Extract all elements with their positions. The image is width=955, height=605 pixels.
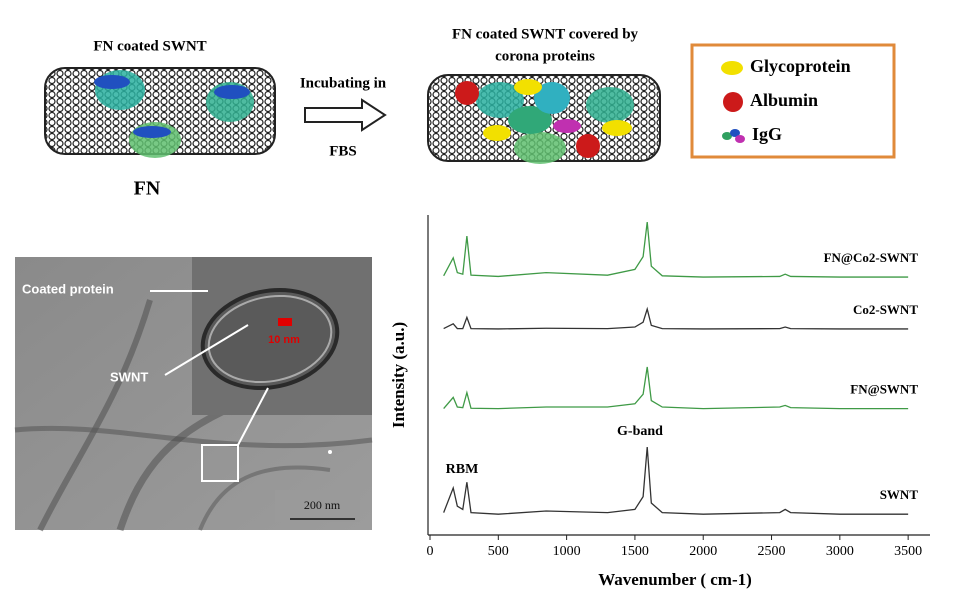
legend-swatch [723,92,743,112]
x-tick-label: 3500 [894,544,922,559]
x-tick-label: 1500 [621,544,649,559]
series-label: FN@Co2-SWNT [824,250,919,265]
x-tick-label: 1000 [553,544,581,559]
scale-bar-label: 200 nm [304,498,341,512]
fn-coated-swnt-illustration [44,67,276,158]
legend-entry: Albumin [750,90,818,110]
series-label: FN@SWNT [850,382,918,397]
arrow-label: Incubating in [300,75,387,91]
spectrum-line [443,306,909,330]
annotation: G-band [617,424,663,439]
left-title: FN coated SWNT [93,38,206,54]
spectrum-line [443,446,909,515]
x-tick-label: 2500 [758,544,786,559]
legend-entry: IgG [752,124,782,144]
micrograph-label: Coated protein [22,281,114,296]
corona-swnt-illustration [427,74,661,164]
y-axis-label: Intensity (a.u.) [389,322,408,428]
right-title: corona proteins [495,48,595,64]
fn-label: FN [134,178,161,200]
spectrum-line [443,366,909,410]
x-axis-label: Wavenumber ( cm-1) [598,570,752,589]
micrograph-label: SWNT [110,369,148,384]
legend-entry: Glycoprotein [750,56,851,76]
tem-image [14,257,373,532]
arrow [304,98,387,132]
x-tick-label: 500 [488,544,509,559]
series-label: Co2-SWNT [853,302,918,317]
right-title: FN coated SWNT covered by [452,26,639,42]
series-label: SWNT [880,487,919,502]
x-tick-label: 3000 [826,544,854,559]
legend-swatch [722,129,745,143]
x-tick-label: 2000 [689,544,717,559]
spectrum-line [443,221,909,278]
annotation: RBM [446,462,479,477]
inset-scale: 10 nm [268,334,300,346]
arrow-label: FBS [329,143,357,159]
legend-swatch [721,61,743,75]
x-tick-label: 0 [427,544,434,559]
